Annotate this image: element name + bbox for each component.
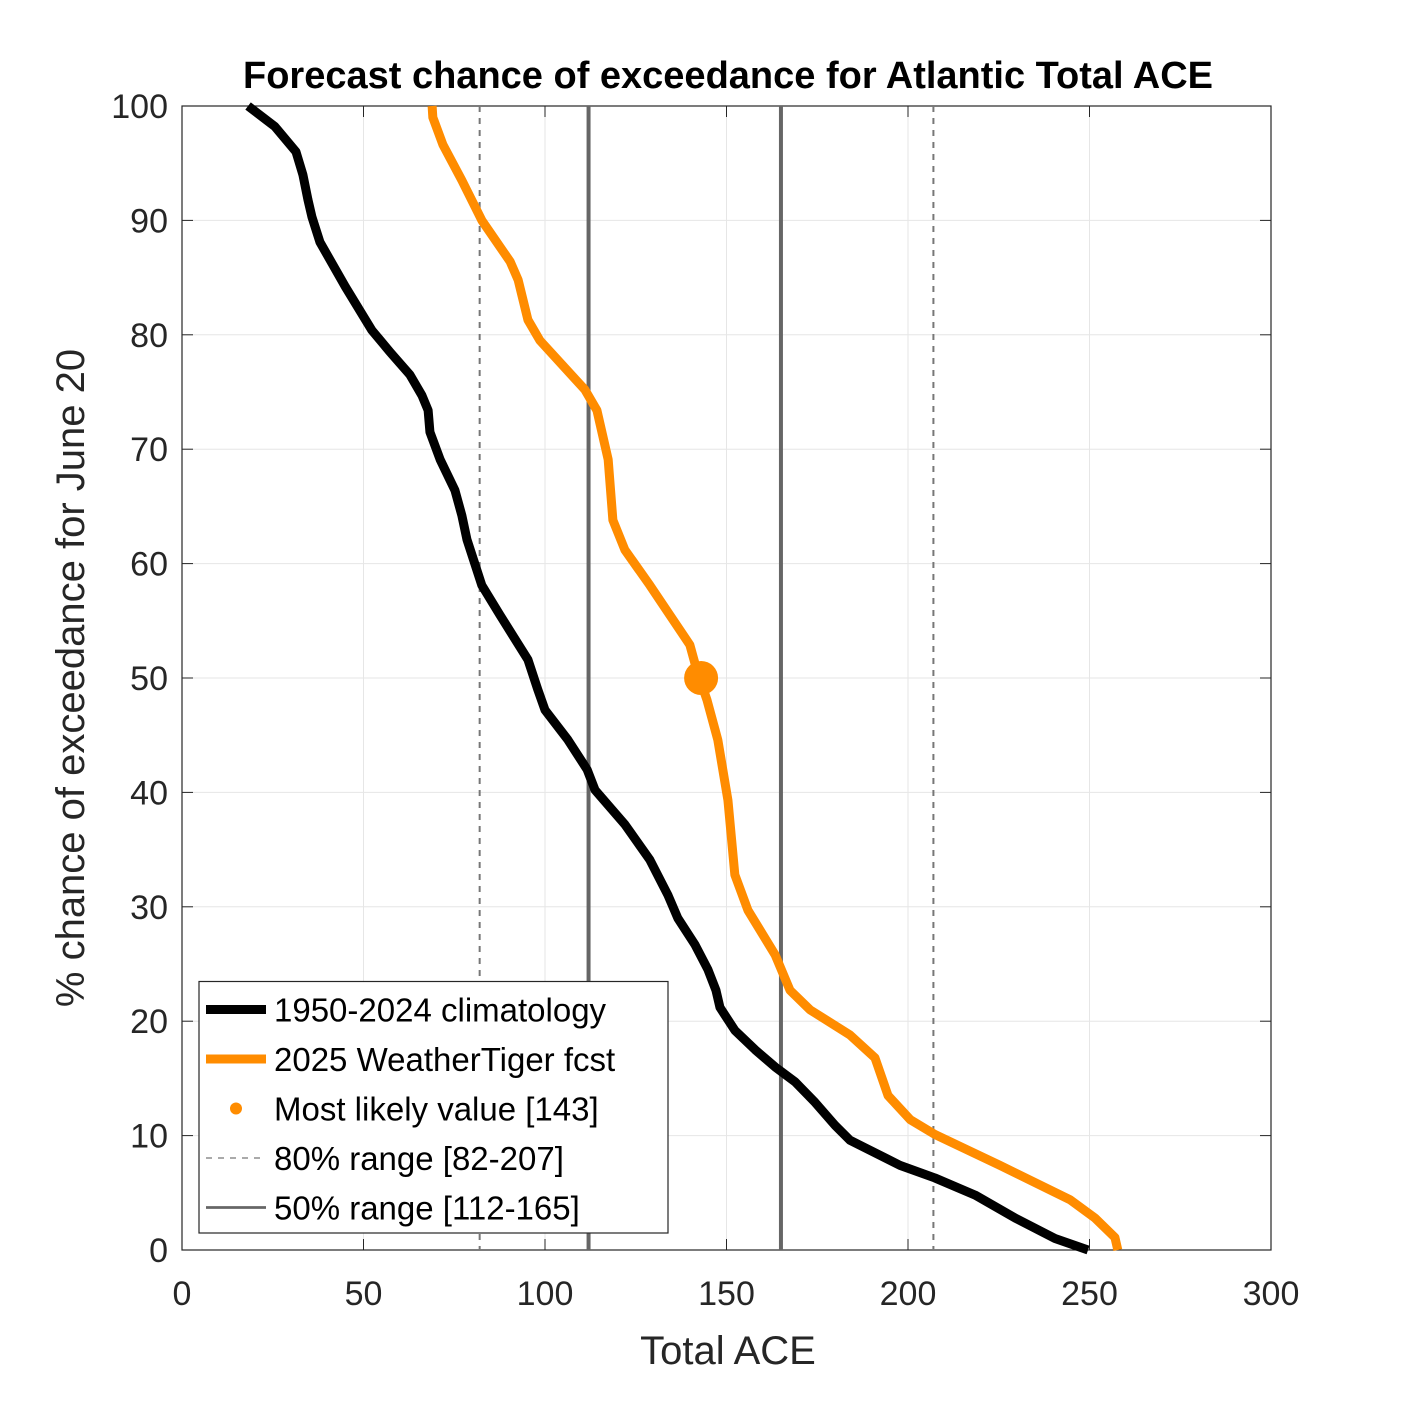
series-line (245, 102, 1090, 1255)
x-axis-label: Total ACE (640, 1329, 816, 1373)
chart-title: Forecast chance of exceedance for Atlant… (243, 55, 1213, 97)
legend-swatch (230, 1102, 242, 1115)
y-tick-label: 90 (130, 202, 168, 240)
x-tick-label: 200 (880, 1275, 937, 1313)
x-tick-label: 300 (1243, 1275, 1300, 1313)
y-tick-label: 50 (130, 660, 168, 698)
x-tick-label: 50 (345, 1275, 383, 1313)
legend-label: 1950-2024 climatology (274, 992, 607, 1029)
y-tick-label: 10 (130, 1118, 168, 1156)
x-tick-label: 0 (173, 1275, 192, 1313)
y-tick-label: 60 (130, 546, 168, 584)
y-axis-label: % chance of exceedance for June 20 (49, 349, 93, 1007)
y-tick-label: 20 (130, 1003, 168, 1041)
x-tick-label: 150 (698, 1275, 755, 1313)
legend-label: 2025 WeatherTiger fcst (274, 1041, 615, 1078)
legend-label: Most likely value [143] (274, 1091, 599, 1128)
y-tick-label: 40 (130, 774, 168, 812)
x-tick-label: 250 (1061, 1275, 1118, 1313)
plot-frame (181, 105, 1272, 1251)
y-tick-label: 30 (130, 889, 168, 927)
legend-label: 50% range [112-165] (274, 1190, 580, 1227)
y-tick-label: 70 (130, 431, 168, 469)
legend-box (198, 980, 669, 1234)
y-tick-label: 80 (130, 317, 168, 355)
legend-label: 80% range [82-207] (274, 1140, 564, 1177)
most-likely-point (684, 661, 719, 695)
x-tick-label: 100 (517, 1275, 574, 1313)
y-tick-label: 0 (149, 1232, 168, 1270)
y-tick-label: 100 (111, 88, 168, 126)
